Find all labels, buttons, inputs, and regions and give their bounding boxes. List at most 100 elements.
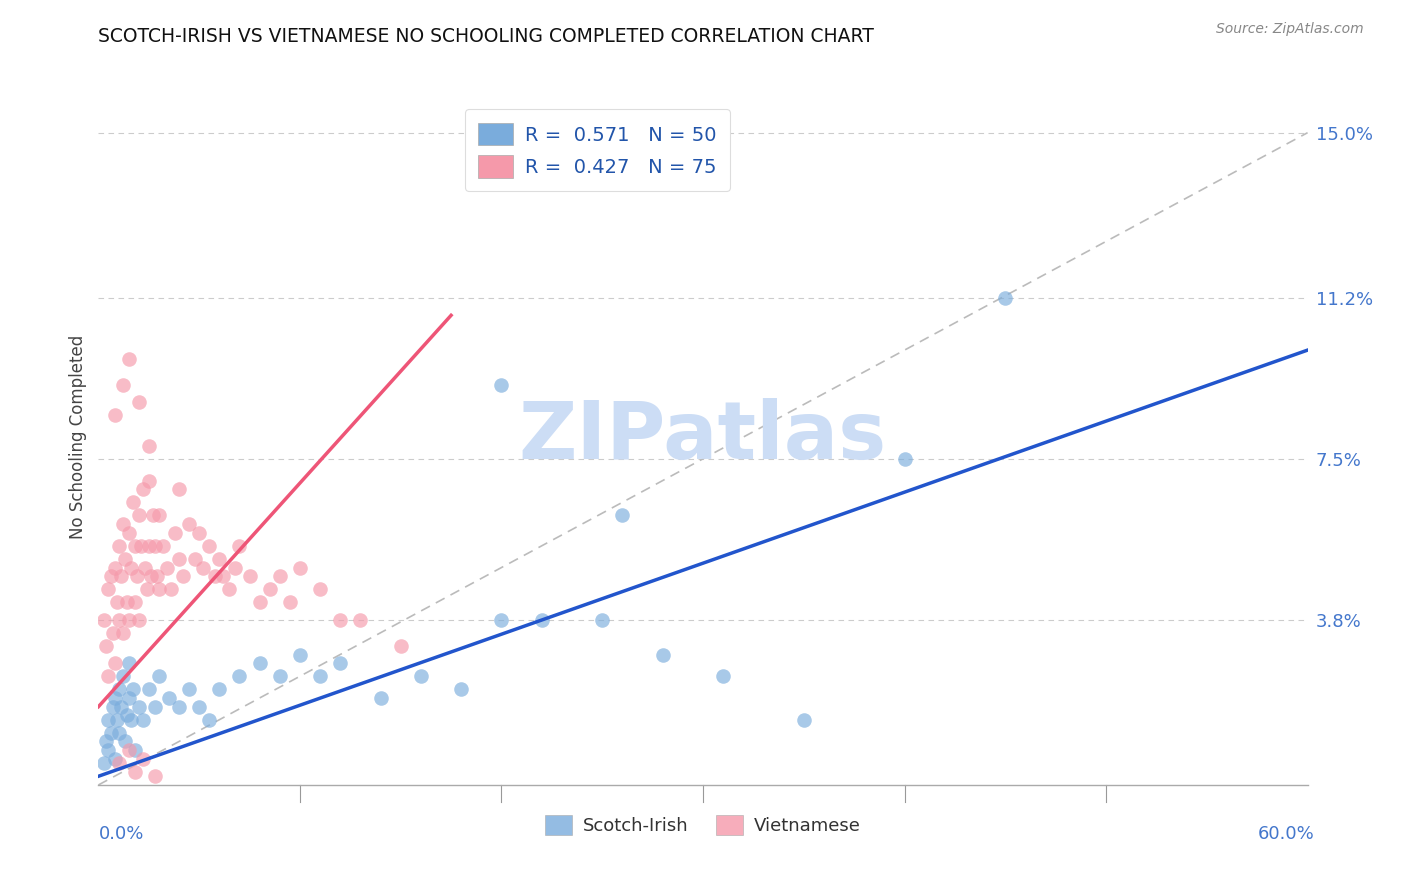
Point <box>97 669 120 683</box>
Point <box>591 613 613 627</box>
Text: 0.0%: 0.0% <box>98 825 143 843</box>
Y-axis label: No Schooling Completed: No Schooling Completed <box>69 335 87 539</box>
Point <box>172 569 194 583</box>
Point <box>288 560 311 574</box>
Point <box>142 508 165 523</box>
Point <box>491 613 513 627</box>
Point <box>111 669 134 683</box>
Point <box>163 525 186 540</box>
Point <box>208 682 231 697</box>
Point <box>128 699 150 714</box>
Point <box>103 560 125 574</box>
Point <box>93 613 115 627</box>
Point <box>103 657 125 671</box>
Point <box>208 551 231 566</box>
Point <box>184 551 207 566</box>
Point <box>96 639 118 653</box>
Point <box>107 682 129 697</box>
Point <box>129 539 152 553</box>
Point <box>143 699 166 714</box>
Point <box>370 690 392 705</box>
Point <box>100 569 122 583</box>
Point <box>269 569 291 583</box>
Point <box>115 595 138 609</box>
Point <box>204 569 226 583</box>
Point <box>114 734 136 748</box>
Point <box>97 743 120 757</box>
Point <box>329 613 352 627</box>
Point <box>121 495 143 509</box>
Point <box>138 474 160 488</box>
Point <box>269 669 291 683</box>
Point <box>148 582 170 597</box>
Point <box>120 713 142 727</box>
Point <box>139 569 162 583</box>
Point <box>309 669 332 683</box>
Point <box>138 439 160 453</box>
Point <box>491 377 513 392</box>
Point <box>115 708 138 723</box>
Point <box>152 539 174 553</box>
Point <box>128 613 150 627</box>
Point <box>188 699 211 714</box>
Point <box>349 613 371 627</box>
Point <box>97 713 120 727</box>
Point <box>179 682 201 697</box>
Point <box>111 625 134 640</box>
Point <box>288 648 311 662</box>
Point <box>101 625 124 640</box>
Point <box>121 682 143 697</box>
Point <box>107 539 129 553</box>
Point <box>143 539 166 553</box>
Point <box>711 669 734 683</box>
Point <box>259 582 281 597</box>
Point <box>198 713 221 727</box>
Text: SCOTCH-IRISH VS VIETNAMESE NO SCHOOLING COMPLETED CORRELATION CHART: SCOTCH-IRISH VS VIETNAMESE NO SCHOOLING … <box>98 27 875 45</box>
Point <box>148 669 170 683</box>
Point <box>218 582 240 597</box>
Point <box>138 539 160 553</box>
Point <box>994 291 1017 305</box>
Point <box>249 595 271 609</box>
Point <box>157 690 180 705</box>
Point <box>132 752 155 766</box>
Point <box>143 769 166 783</box>
Point <box>96 734 118 748</box>
Point <box>128 508 150 523</box>
Point <box>103 690 125 705</box>
Point <box>167 699 190 714</box>
Point <box>132 713 155 727</box>
Point <box>450 682 472 697</box>
Point <box>309 582 332 597</box>
Point <box>893 451 915 466</box>
Point <box>124 764 146 779</box>
Point <box>239 569 262 583</box>
Point <box>409 669 432 683</box>
Point <box>132 482 155 496</box>
Point <box>389 639 412 653</box>
Point <box>156 560 179 574</box>
Point <box>110 569 132 583</box>
Point <box>146 569 169 583</box>
Point <box>212 569 235 583</box>
Point <box>124 539 146 553</box>
Point <box>107 726 129 740</box>
Point <box>97 582 120 597</box>
Point <box>93 756 115 771</box>
Point <box>105 595 128 609</box>
Point <box>101 699 124 714</box>
Point <box>198 539 221 553</box>
Point <box>188 525 211 540</box>
Point <box>118 657 141 671</box>
Text: Source: ZipAtlas.com: Source: ZipAtlas.com <box>1216 22 1364 37</box>
Point <box>124 595 146 609</box>
Point <box>530 613 553 627</box>
Point <box>148 508 170 523</box>
Point <box>651 648 673 662</box>
Point <box>105 713 128 727</box>
Text: 60.0%: 60.0% <box>1258 825 1315 843</box>
Point <box>612 508 634 523</box>
Point <box>125 569 148 583</box>
Point <box>100 726 122 740</box>
Point <box>138 682 160 697</box>
